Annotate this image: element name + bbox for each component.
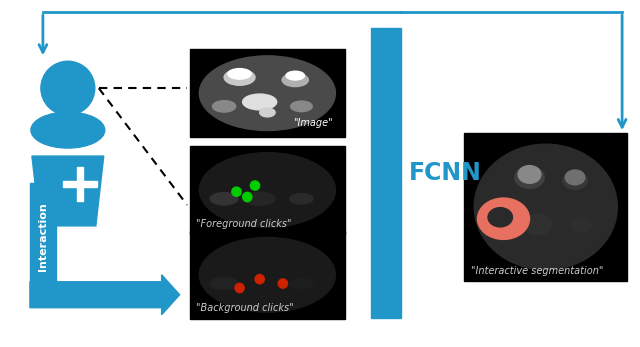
- Text: "Interactive segmentation": "Interactive segmentation": [471, 266, 604, 276]
- Bar: [190, 49, 345, 137]
- Circle shape: [250, 181, 260, 190]
- Ellipse shape: [515, 166, 544, 188]
- Text: "Foreground clicks": "Foreground clicks": [196, 219, 292, 229]
- Ellipse shape: [210, 193, 238, 205]
- Bar: [190, 231, 345, 319]
- Polygon shape: [30, 275, 180, 315]
- Circle shape: [255, 274, 264, 284]
- Ellipse shape: [286, 71, 305, 80]
- Text: FCNN: FCNN: [409, 161, 482, 185]
- Ellipse shape: [563, 171, 588, 189]
- Circle shape: [232, 187, 241, 196]
- Ellipse shape: [477, 198, 529, 239]
- Ellipse shape: [212, 101, 236, 112]
- Ellipse shape: [518, 166, 541, 183]
- Ellipse shape: [224, 69, 255, 85]
- Ellipse shape: [210, 277, 238, 290]
- Ellipse shape: [571, 217, 592, 232]
- Ellipse shape: [565, 170, 585, 185]
- Ellipse shape: [244, 192, 275, 205]
- Bar: [465, 133, 627, 281]
- Ellipse shape: [474, 144, 618, 270]
- Text: "Background clicks": "Background clicks": [196, 303, 294, 313]
- Text: Interaction: Interaction: [38, 202, 48, 271]
- Ellipse shape: [228, 69, 251, 79]
- Ellipse shape: [290, 278, 313, 289]
- Ellipse shape: [523, 214, 552, 235]
- Ellipse shape: [290, 194, 313, 204]
- Ellipse shape: [199, 237, 335, 312]
- Bar: [30, 183, 56, 282]
- Circle shape: [235, 283, 244, 293]
- Circle shape: [243, 192, 252, 202]
- Bar: [190, 146, 345, 234]
- Bar: [371, 28, 401, 318]
- Ellipse shape: [199, 56, 335, 130]
- Ellipse shape: [260, 108, 275, 117]
- Ellipse shape: [199, 153, 335, 227]
- Circle shape: [278, 279, 287, 288]
- Ellipse shape: [31, 112, 105, 148]
- Ellipse shape: [291, 101, 312, 112]
- Circle shape: [41, 61, 95, 115]
- Ellipse shape: [488, 208, 513, 227]
- Ellipse shape: [243, 94, 276, 110]
- Bar: [77, 167, 83, 201]
- Text: "Image": "Image": [292, 118, 332, 128]
- Bar: [63, 181, 97, 187]
- Ellipse shape: [282, 74, 308, 87]
- Polygon shape: [32, 156, 104, 226]
